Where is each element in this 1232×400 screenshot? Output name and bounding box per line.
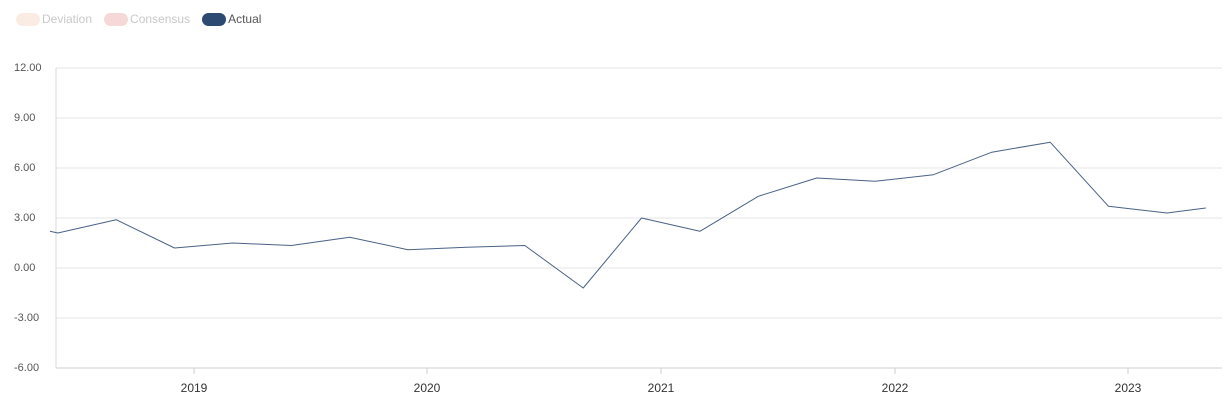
y-tick-labels: 12.00 9.00 6.00 3.00 0.00 -3.00 -6.00 — [14, 62, 42, 374]
legend-label-actual: Actual — [228, 12, 262, 26]
y-tick-label: 3.00 — [14, 212, 35, 224]
y-tick-label: 0.00 — [14, 262, 35, 274]
x-tick-labels: 2019 2020 2021 2022 2023 — [181, 381, 1142, 395]
series-line-actual — [49, 141, 1206, 289]
legend-item-actual[interactable]: Actual — [202, 11, 261, 27]
y-tick-label: 12.00 — [14, 62, 42, 74]
legend-label-deviation: Deviation — [42, 12, 93, 26]
y-tick-label: -6.00 — [14, 362, 39, 374]
x-tick-label: 2022 — [882, 381, 909, 395]
x-tick-label: 2019 — [181, 381, 208, 395]
y-tick-label: 6.00 — [14, 162, 35, 174]
series-lines — [49, 141, 1206, 289]
legend-swatch-deviation — [16, 12, 40, 26]
y-tick-label: 9.00 — [14, 112, 35, 124]
x-tick-label: 2023 — [1115, 381, 1142, 395]
x-tick-label: 2021 — [648, 381, 675, 395]
x-tick-label: 2020 — [414, 381, 441, 395]
grid-lines — [56, 67, 1222, 319]
legend-swatch-actual — [202, 12, 227, 26]
legend-item-consensus[interactable]: Consensus — [104, 11, 190, 27]
legend-swatch-consensus — [104, 12, 129, 26]
legend-item-deviation[interactable]: Deviation — [16, 11, 92, 27]
axes — [55, 68, 1222, 374]
y-tick-label: -3.00 — [14, 312, 39, 324]
legend-label-consensus: Consensus — [130, 12, 191, 26]
legend: Deviation Consensus Actual — [16, 11, 273, 27]
